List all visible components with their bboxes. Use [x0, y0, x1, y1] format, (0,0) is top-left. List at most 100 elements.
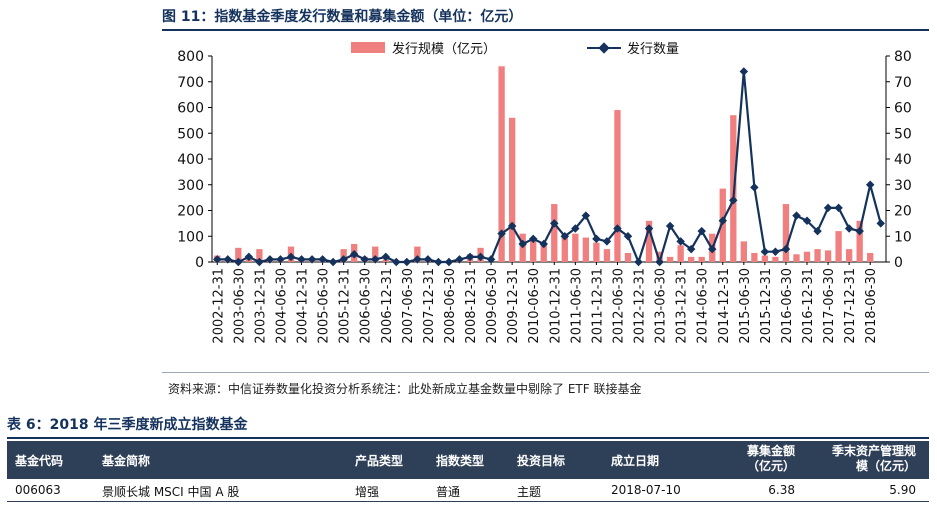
header-raised-line2: （亿元） [746, 459, 795, 473]
line-point [792, 211, 801, 220]
bar [645, 220, 653, 262]
title-divider [162, 29, 929, 31]
bar [751, 252, 758, 262]
left-tick-label: 600 [177, 101, 204, 117]
line-point [413, 255, 422, 264]
line-point [760, 247, 770, 256]
line-point [307, 255, 317, 264]
header-aum-line1: 季末资产管理规 [831, 444, 916, 458]
header-index-type: 指数类型 [436, 454, 485, 468]
line-point [497, 229, 506, 238]
x-tick-label: 2012-06-30 [611, 268, 626, 344]
line-point [392, 257, 401, 267]
bar [540, 245, 547, 262]
line-point [381, 252, 391, 262]
line-point [823, 203, 833, 213]
bar [719, 188, 726, 262]
cell-product-type: 增强 [355, 485, 380, 499]
legend-bar-label: 发行规模（亿元） [392, 41, 496, 57]
figure-title: 图 11：指数基金季度发行数量和募集金额（单位：亿元） [162, 9, 523, 25]
x-tick-label: 2013-12-31 [675, 268, 690, 344]
line-point [444, 257, 454, 267]
cell-index-type: 普通 [436, 485, 461, 499]
header-date: 成立日期 [611, 454, 660, 468]
source-divider [162, 372, 929, 373]
x-tick-label: 2006-06-30 [359, 268, 374, 344]
x-tick-label: 2008-06-30 [443, 268, 458, 344]
chart-legend: 发行规模（亿元） 发行数量 [351, 41, 679, 57]
line-point [739, 67, 749, 76]
line-point [750, 183, 759, 192]
header-raised-line1: 募集金额 [746, 444, 795, 458]
right-tick-label: 30 [894, 178, 912, 194]
x-tick-label: 2007-12-31 [422, 268, 437, 344]
table-top-rule [7, 437, 929, 439]
right-tick-label: 80 [894, 49, 912, 65]
left-tick-label: 800 [177, 49, 204, 65]
x-tick-label: 2005-12-31 [338, 268, 353, 344]
x-tick-label: 2009-12-31 [506, 268, 521, 344]
line-point [234, 257, 243, 267]
bar [772, 256, 779, 262]
right-tick-label: 0 [894, 255, 903, 271]
x-tick-label: 2010-12-31 [548, 268, 563, 344]
cell-target: 主题 [517, 485, 542, 499]
bar [582, 237, 590, 262]
header-product-type: 产品类型 [355, 454, 404, 468]
bar [793, 254, 800, 262]
bar-series [214, 66, 874, 262]
bar [572, 233, 579, 262]
line-point [844, 224, 854, 233]
left-tick-label: 200 [177, 204, 204, 220]
bar [256, 249, 263, 262]
x-tick-label: 2005-06-30 [317, 268, 332, 344]
line-point [402, 257, 412, 267]
x-tick-label: 2004-06-30 [274, 268, 289, 344]
line-point [213, 255, 222, 264]
x-tick-label: 2007-06-30 [401, 268, 416, 344]
cell-date: 2018-07-10 [611, 483, 681, 497]
x-tick-label: 2006-12-31 [380, 268, 395, 344]
left-tick-label: 0 [195, 255, 204, 271]
cell-name: 景顺长城 MSCI 中国 A 股 [102, 485, 240, 499]
table-row: 006063 景顺长城 MSCI 中国 A 股 增强 普通 主题 2018-07… [7, 481, 929, 501]
line-point [834, 203, 843, 213]
x-tick-label: 2009-06-30 [485, 268, 500, 344]
bar [835, 231, 842, 262]
x-tick-label: 2014-12-31 [717, 268, 732, 344]
header-aum: 季末资产管理规 模（亿元） [807, 444, 916, 474]
header-code: 基金代码 [15, 454, 64, 468]
line-point [339, 255, 348, 264]
line-point [423, 255, 433, 264]
x-tick-label: 2013-06-30 [654, 268, 669, 344]
cell-code: 006063 [15, 483, 61, 497]
bar [698, 256, 705, 262]
x-tick-label: 2011-06-30 [569, 268, 584, 344]
table-bottom-rule [7, 501, 929, 502]
line-point [655, 257, 664, 267]
line-point [286, 252, 296, 262]
left-tick-label: 700 [177, 75, 204, 91]
table-header: 基金代码 基金简称 产品类型 指数类型 投资目标 成立日期 募集金额 （亿元） … [7, 441, 929, 479]
line-point [318, 255, 327, 264]
tick-labels: 0 100 200 300 400 500 600 700 800 0 10 20 30 40 50 60 70… [177, 49, 912, 344]
line-point [876, 219, 885, 228]
x-tick-label: 2012-12-31 [633, 268, 648, 344]
bar [530, 238, 537, 262]
line-point [592, 234, 601, 244]
bar [593, 242, 600, 262]
table-title: 表 6：2018 年三季度新成立指数基金 [7, 417, 248, 433]
line-point [434, 257, 443, 267]
bar [803, 251, 811, 262]
count-line [217, 70, 882, 264]
bar [677, 245, 684, 262]
legend-line-label: 发行数量 [627, 41, 679, 57]
x-tick-label: 2008-12-31 [464, 268, 479, 344]
bar [740, 241, 747, 262]
source-note: 资料来源：中信证券数量化投资分析系统注：此处新成立基金数量中剔除了 ETF 联接… [168, 382, 642, 396]
bar [845, 249, 853, 262]
left-tick-label: 500 [177, 126, 204, 142]
line-point [476, 252, 485, 262]
right-tick-label: 60 [894, 101, 912, 117]
x-tick-label: 2004-12-31 [296, 268, 311, 344]
